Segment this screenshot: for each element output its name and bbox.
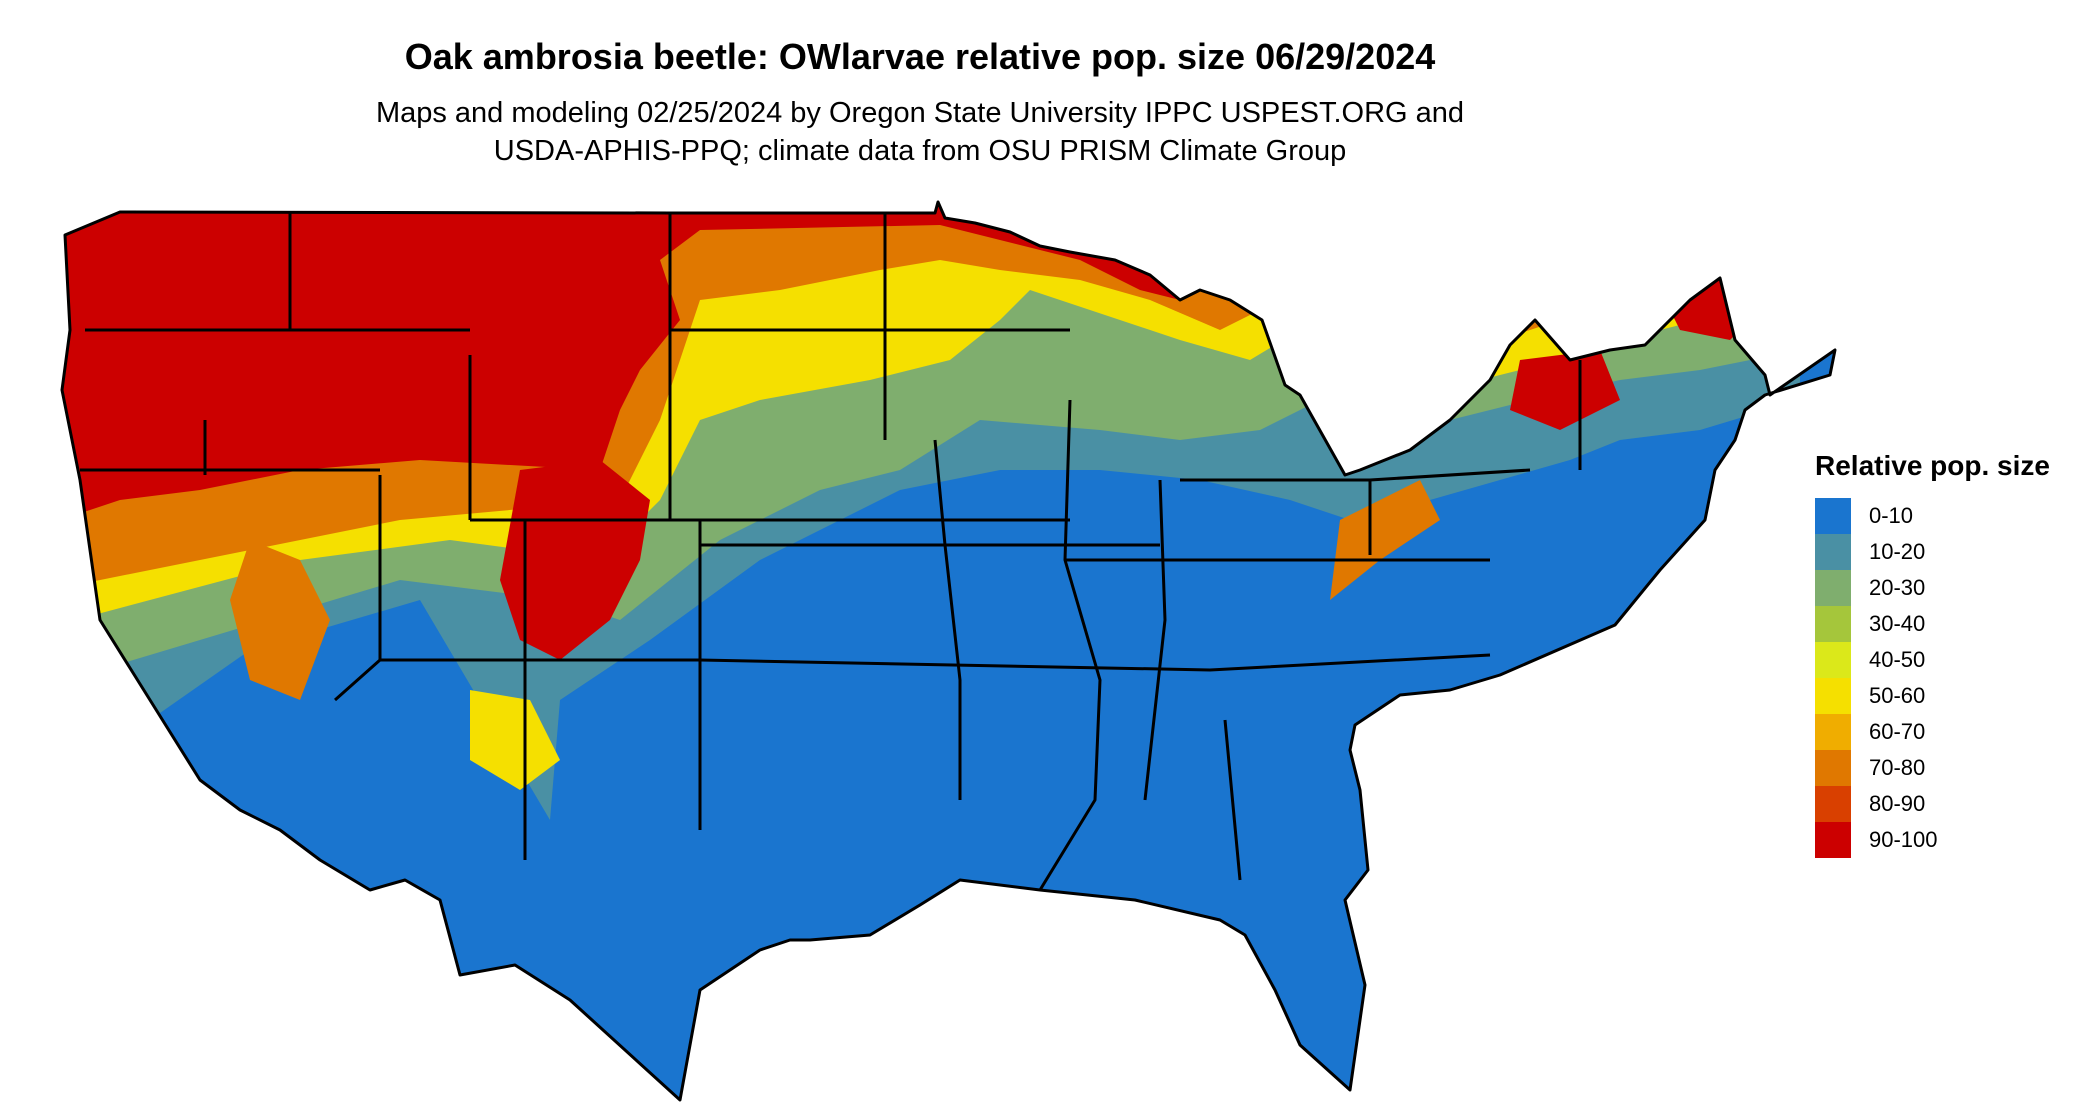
- population-raster: [62, 202, 1835, 1100]
- legend-swatch: [1815, 750, 1851, 786]
- zone-70-80-sierra: [230, 540, 330, 700]
- zone-70-80-appalachians: [1330, 480, 1440, 600]
- legend-swatch: [1815, 822, 1851, 858]
- legend-label: 10-20: [1869, 539, 1926, 564]
- legend-label: 90-100: [1869, 827, 1938, 852]
- legend-swatch: [1815, 714, 1851, 750]
- legend-label: 70-80: [1869, 755, 1926, 780]
- legend-label: 40-50: [1869, 647, 1926, 672]
- legend-swatch: [1815, 570, 1851, 606]
- boundary-mo-ks: [933, 439, 962, 800]
- legend-label: 60-70: [1869, 719, 1926, 744]
- state-boundaries: [60, 200, 1837, 1102]
- boundary-in-il: [1143, 479, 1167, 801]
- legend-swatch: [1815, 786, 1851, 822]
- legend-swatch: [1815, 678, 1851, 714]
- legend-label: 80-90: [1869, 791, 1926, 816]
- legend-label: 50-60: [1869, 683, 1926, 708]
- legend-item: 10-20: [1815, 534, 2050, 570]
- legend-item: 30-40: [1815, 606, 2050, 642]
- subtitle-line-2: USDA-APHIS-PPQ; climate data from OSU PR…: [493, 135, 1347, 167]
- legend-item: 40-50: [1815, 642, 2050, 678]
- legend-item: 90-100: [1815, 822, 2050, 858]
- legend-label: 30-40: [1869, 611, 1926, 636]
- boundary-pa-ny: [1369, 468, 1531, 482]
- legend: Relative pop. size 0-10 10-20 20-30 30-40 40…: [1815, 450, 2050, 858]
- zone-50-60-southwest: [470, 690, 560, 790]
- boundary-az-tn: [380, 653, 1491, 672]
- map-title: Oak ambrosia beetle: OWlarvae relative p…: [404, 36, 1436, 77]
- subtitle-line-1: Maps and modeling 02/25/2024 by Oregon S…: [375, 97, 1465, 129]
- boundary-mississippi: [1038, 399, 1102, 891]
- legend-swatch: [1815, 642, 1851, 678]
- legend-swatch: [1815, 534, 1851, 570]
- legend-title: Relative pop. size: [1815, 450, 2050, 481]
- legend-item: 50-60: [1815, 678, 2050, 714]
- map-subtitle: Maps and modeling 02/25/2024 by Oregon S…: [0, 94, 1840, 170]
- legend-item: 80-90: [1815, 786, 2050, 822]
- legend-item: 0-10: [1815, 498, 2050, 534]
- legend-item: 70-80: [1815, 750, 2050, 786]
- legend-rows: 0-10 10-20 20-30 30-40 40-50 50-60 60-70 70-80 8…: [1815, 498, 2050, 858]
- legend-item: 20-30: [1815, 570, 2050, 606]
- legend-swatch: [1815, 606, 1851, 642]
- zone-90-100-adirondacks: [1510, 350, 1620, 430]
- legend-swatch: [1815, 498, 1851, 534]
- legend-label: 20-30: [1869, 575, 1926, 600]
- legend-item: 60-70: [1815, 714, 2050, 750]
- zone-90-100-rockies: [500, 460, 650, 660]
- legend-label: 0-10: [1869, 503, 1914, 528]
- boundary-al-ga: [1223, 719, 1242, 881]
